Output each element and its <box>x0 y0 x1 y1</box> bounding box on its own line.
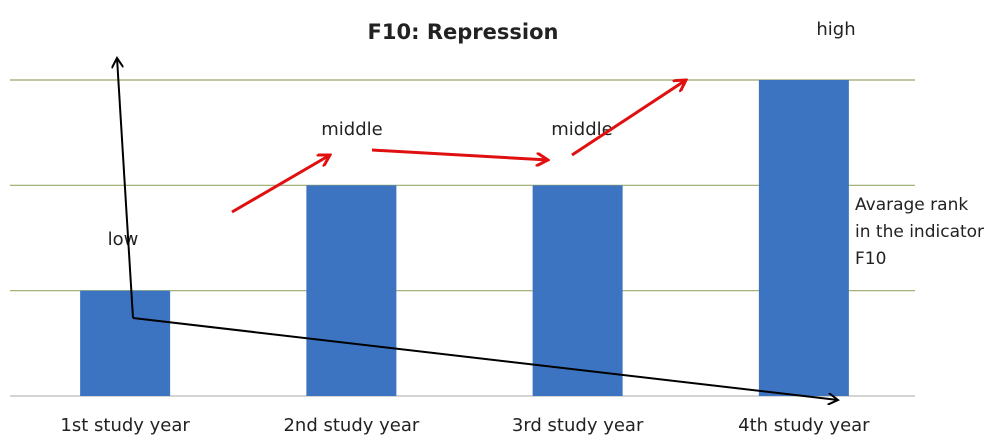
annotation: high <box>816 19 855 40</box>
annotation: middle <box>321 119 382 140</box>
x-tick-label: 3rd study year <box>512 415 644 436</box>
arrow <box>117 58 134 319</box>
trend-arrow <box>231 155 330 214</box>
x-tick-label: 1st study year <box>60 415 190 436</box>
legend-label: Avarage rank in the indicator F10 <box>855 195 985 269</box>
arrows <box>117 58 838 400</box>
x-tick-label: 4th study year <box>738 415 870 436</box>
legend-swatch <box>836 203 845 212</box>
annotation: low <box>108 229 139 250</box>
labels: 1st study year 2nd study year 3rd study ye… <box>60 19 870 436</box>
x-tick-label: 2nd study year <box>283 415 419 436</box>
bar <box>80 290 171 396</box>
bar <box>758 80 849 396</box>
chart-title: F10: Repression <box>368 20 559 44</box>
bars <box>80 80 849 396</box>
trend-arrow <box>571 80 686 157</box>
legend: Avarage rank in the indicator F10 <box>836 192 986 273</box>
trend-arrow <box>371 148 548 160</box>
annotation: middle <box>551 119 612 140</box>
bar <box>532 185 623 396</box>
bar <box>306 185 397 396</box>
arrow <box>132 317 838 400</box>
